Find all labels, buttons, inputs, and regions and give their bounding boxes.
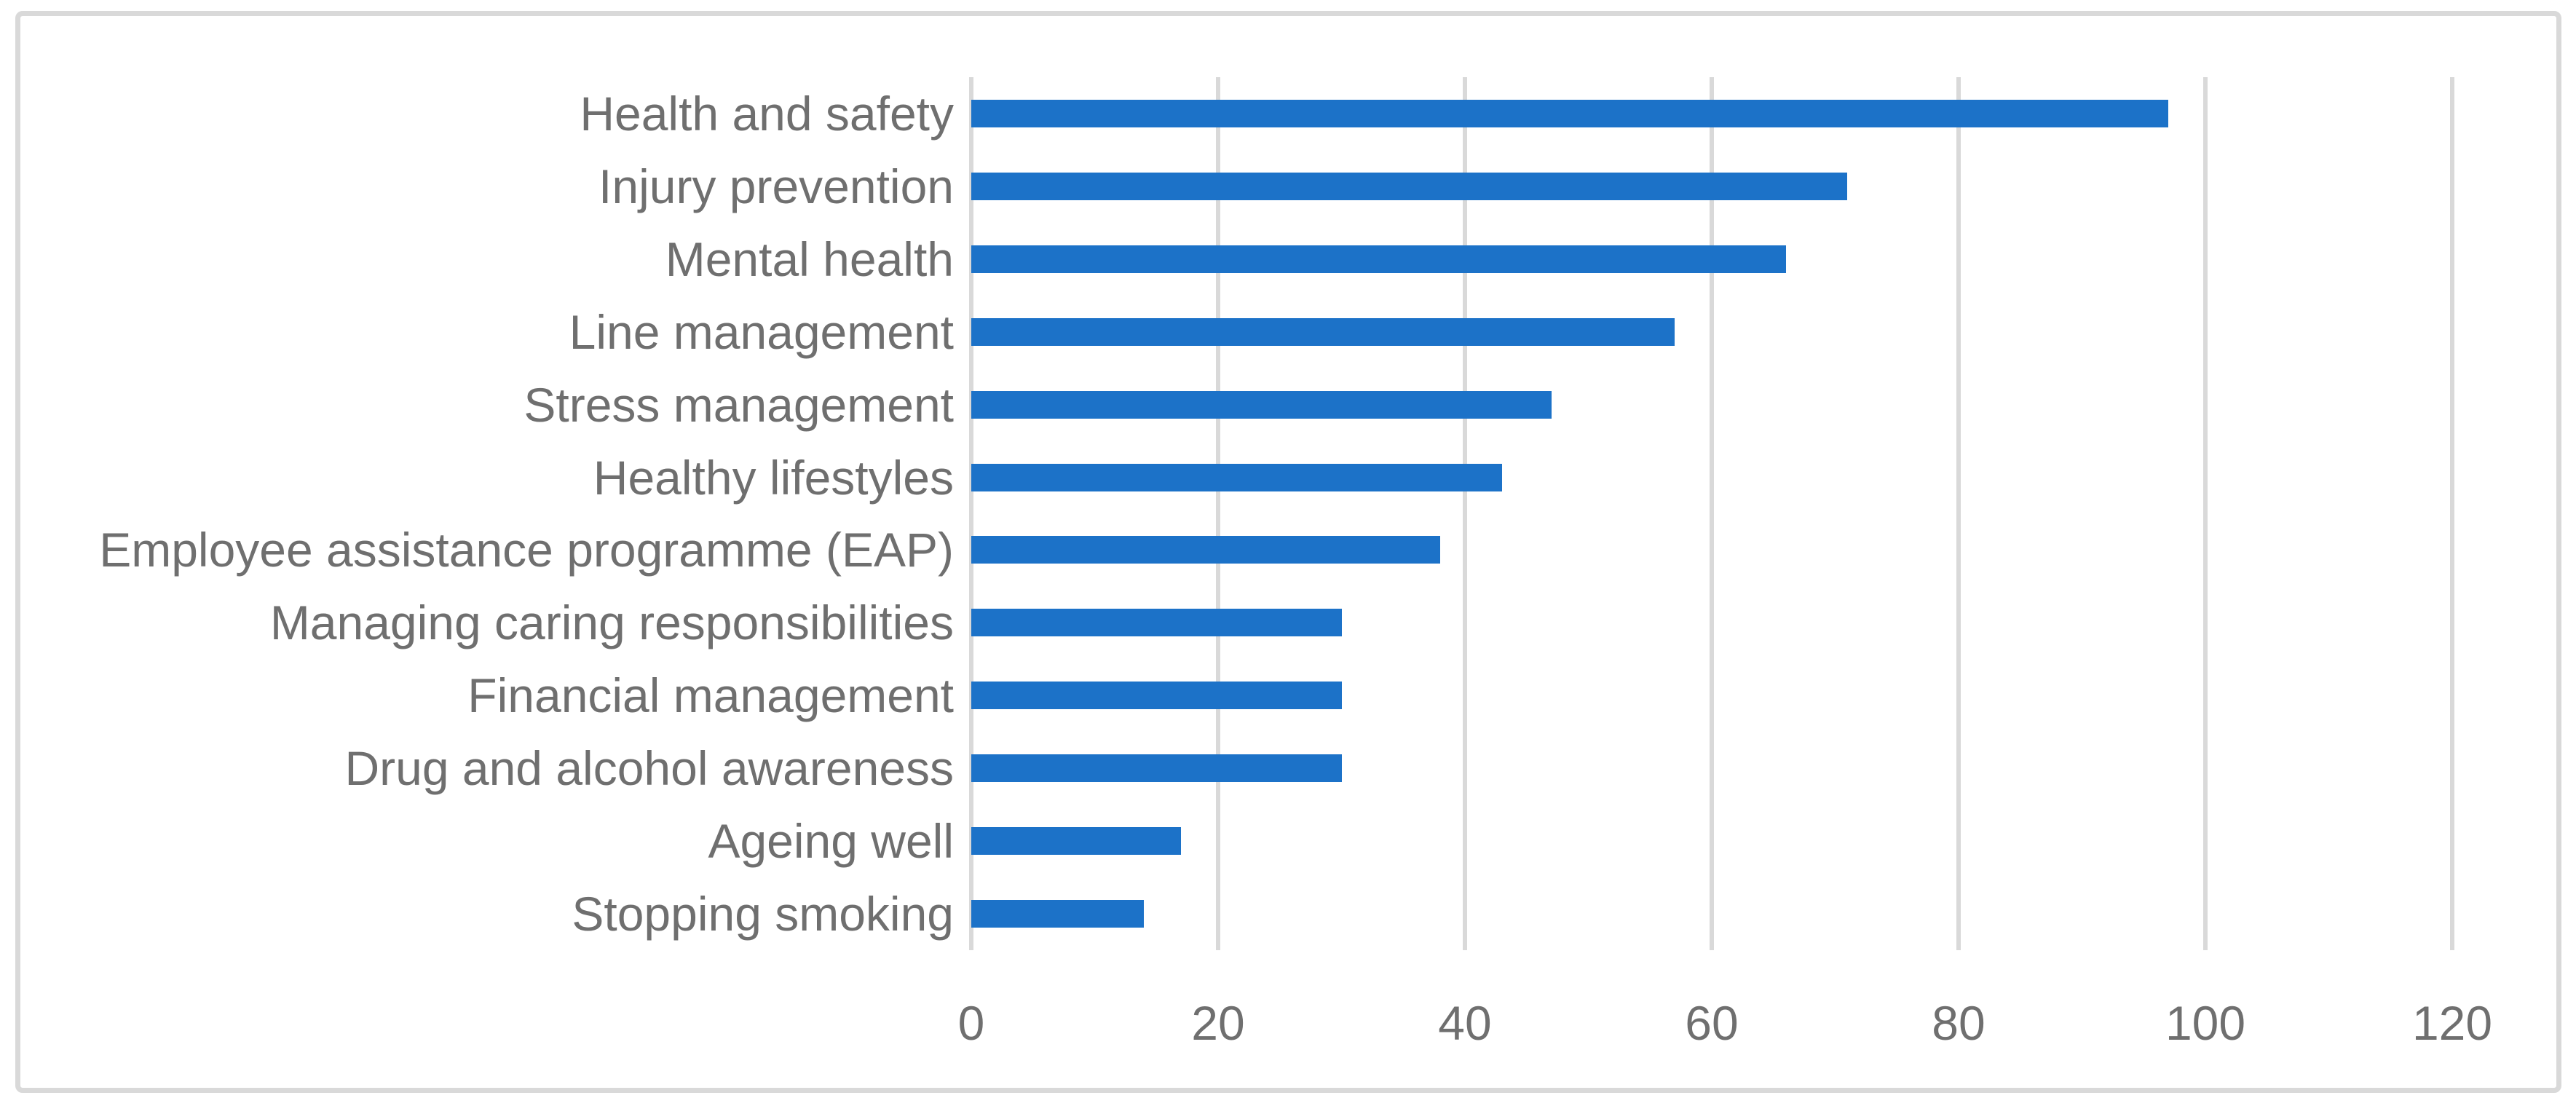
bar: [971, 900, 1145, 928]
bar: [971, 827, 1182, 856]
gridline: [1216, 77, 1220, 950]
chart-frame: Health and safety Injury prevention Mental…: [15, 11, 2561, 1093]
gridline: [1956, 77, 1961, 950]
category-label: Financial management: [467, 668, 954, 723]
tick-label: 40: [1438, 996, 1492, 1050]
tick-label: 100: [2165, 996, 2246, 1050]
tick-label: 80: [1932, 996, 1986, 1050]
bar: [971, 317, 1675, 346]
tick-label: 20: [1191, 996, 1245, 1050]
category-label: Managing caring responsibilities: [269, 596, 954, 650]
category-label: Stopping smoking: [572, 887, 954, 941]
category-label: Stress management: [524, 377, 954, 432]
category-label: Health and safety: [580, 86, 954, 141]
category-label: Injury prevention: [598, 159, 954, 213]
bar: [971, 172, 1848, 200]
category-label: Mental health: [665, 232, 954, 286]
bar: [971, 390, 1552, 419]
bar: [971, 682, 1342, 710]
bar: [971, 463, 1502, 491]
gridline: [2450, 77, 2454, 950]
category-label: Employee assistance programme (EAP): [99, 523, 954, 577]
bar: [971, 245, 1786, 273]
bar: [971, 754, 1342, 783]
bar: [971, 609, 1342, 637]
tick-label: 0: [957, 996, 985, 1050]
bar: [971, 99, 2169, 127]
gridline: [1710, 77, 1714, 950]
gridline: [2203, 77, 2208, 950]
category-label: Line management: [569, 304, 954, 359]
category-axis-line: [969, 77, 973, 950]
gridline: [1463, 77, 1467, 950]
category-label: Ageing well: [708, 814, 954, 869]
category-label: Healthy lifestyles: [593, 450, 954, 505]
category-label: Drug and alcohol awareness: [344, 741, 954, 796]
bar: [971, 536, 1441, 564]
tick-label: 120: [2411, 996, 2493, 1050]
tick-label: 60: [1685, 996, 1739, 1050]
